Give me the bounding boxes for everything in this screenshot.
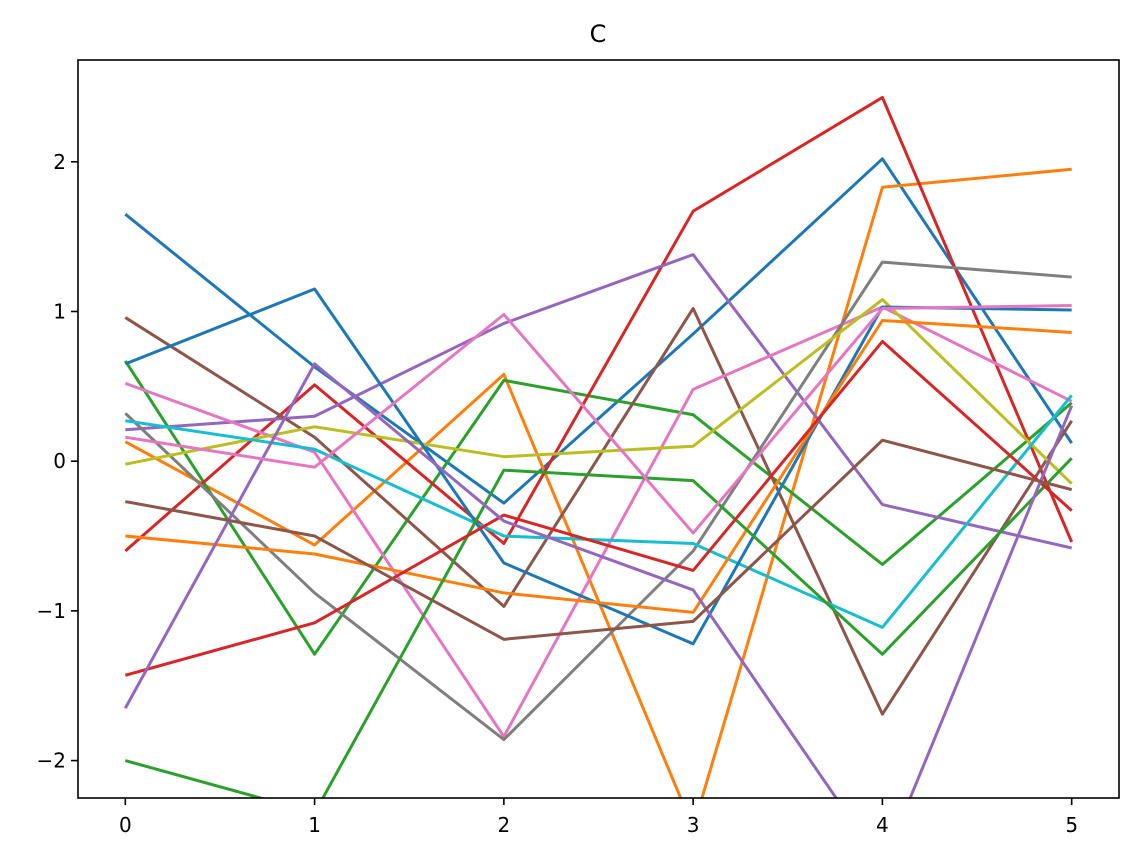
- series-line-2: [124, 360, 1073, 656]
- x-tick-label: 4: [876, 813, 889, 837]
- y-axis: −2 −1 0 1 2: [37, 150, 78, 773]
- series-line-11: [125, 318, 1072, 614]
- x-axis: 0 1 2 3 4 5: [119, 798, 1078, 837]
- series-line-6: [124, 305, 1073, 739]
- series-line-9: [125, 394, 1073, 629]
- series-line-5: [124, 306, 1073, 716]
- series-line-3: [124, 95, 1074, 553]
- plot-frame: [77, 59, 1120, 799]
- series-line-15: [125, 438, 1073, 641]
- series-line-10: [124, 287, 1072, 646]
- y-tick-label: 2: [53, 150, 66, 174]
- chart-title: C: [590, 20, 607, 48]
- x-tick-label: 1: [308, 813, 321, 837]
- series-line-13: [124, 339, 1073, 677]
- series-line-12: [124, 457, 1073, 798]
- series-line-4: [125, 253, 1073, 550]
- series-line-7: [124, 260, 1072, 742]
- y-tick-label: 0: [53, 449, 66, 473]
- x-tick-label: 2: [497, 813, 510, 837]
- y-tick-label: 1: [53, 299, 66, 323]
- x-tick-label: 3: [687, 813, 700, 837]
- x-tick-label: 0: [119, 813, 132, 837]
- x-tick-label: 5: [1065, 813, 1078, 837]
- series-line-16: [125, 304, 1072, 535]
- series-line-0: [124, 157, 1073, 505]
- y-tick-label: −1: [37, 599, 66, 623]
- series-line-8: [125, 298, 1073, 485]
- y-tick-label: −2: [37, 749, 66, 773]
- series-layer: [124, 95, 1074, 798]
- series-line-14: [124, 362, 1074, 798]
- series-line-1: [124, 167, 1072, 798]
